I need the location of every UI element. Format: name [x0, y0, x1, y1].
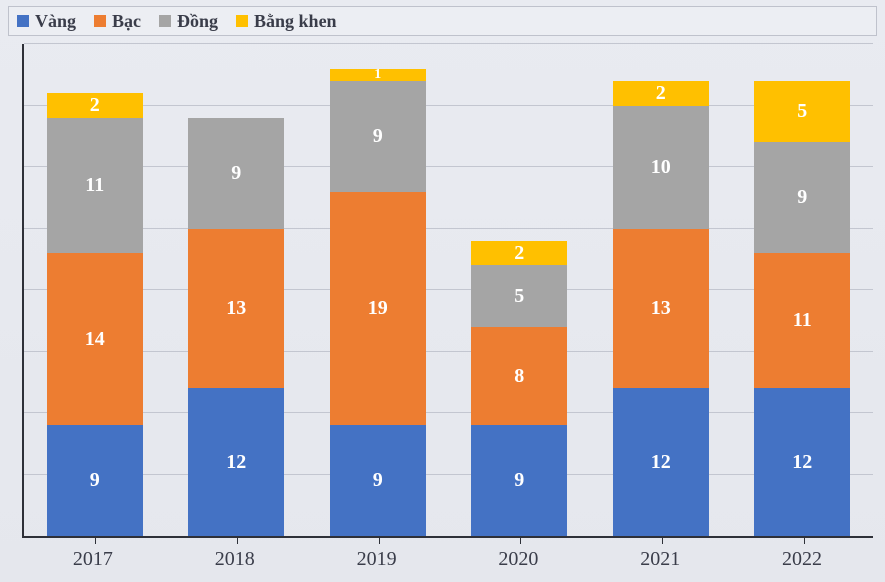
segment-vang: 12 — [613, 388, 709, 536]
segment-bac: 14 — [47, 253, 143, 425]
legend-item-bangkhen: Bằng khen — [236, 11, 337, 32]
legend-item-dong: Đồng — [159, 11, 218, 32]
x-label: 2021 — [612, 548, 708, 571]
segment-dong: 11 — [47, 118, 143, 253]
segment-dong: 9 — [754, 142, 850, 253]
legend-label: Bằng khen — [254, 11, 337, 32]
segment-dong: 10 — [613, 106, 709, 229]
segment-dong: 5 — [471, 265, 567, 327]
x-axis: 2017 2018 2019 2020 2021 2022 — [22, 542, 873, 576]
plot-area: 914112121399199198521213102121195 — [22, 44, 873, 538]
segment-dong: 9 — [188, 118, 284, 229]
segment-vang: 9 — [47, 425, 143, 536]
bar-2019: 91991 — [330, 69, 426, 536]
segment-bac: 8 — [471, 327, 567, 425]
segment-vang: 12 — [754, 388, 850, 536]
x-label: 2020 — [470, 548, 566, 571]
bar-2017: 914112 — [47, 93, 143, 536]
x-label: 2017 — [45, 548, 141, 571]
segment-vang: 9 — [471, 425, 567, 536]
swatch-vang — [17, 15, 29, 27]
medal-stacked-bar-chart: Vàng Bạc Đồng Bằng khen 9141121213991991… — [0, 0, 885, 582]
segment-bangkhen: 5 — [754, 81, 850, 143]
swatch-bangkhen — [236, 15, 248, 27]
segment-bangkhen: 2 — [47, 93, 143, 118]
segment-vang: 12 — [188, 388, 284, 536]
legend: Vàng Bạc Đồng Bằng khen — [8, 6, 877, 36]
legend-label: Bạc — [112, 11, 141, 32]
segment-bangkhen: 2 — [471, 241, 567, 266]
x-label: 2018 — [187, 548, 283, 571]
bar-2018: 12139 — [188, 118, 284, 536]
swatch-bac — [94, 15, 106, 27]
segment-bangkhen: 1 — [330, 69, 426, 81]
segment-bac: 11 — [754, 253, 850, 388]
segment-vang: 9 — [330, 425, 426, 536]
bar-2020: 9852 — [471, 241, 567, 536]
bar-2021: 1213102 — [613, 81, 709, 536]
segment-bac: 13 — [188, 229, 284, 389]
bar-2022: 121195 — [754, 81, 850, 536]
segment-bac: 19 — [330, 192, 426, 426]
swatch-dong — [159, 15, 171, 27]
segment-bangkhen: 2 — [613, 81, 709, 106]
x-label: 2019 — [329, 548, 425, 571]
legend-item-vang: Vàng — [17, 11, 76, 32]
segment-dong: 9 — [330, 81, 426, 192]
legend-label: Vàng — [35, 11, 76, 32]
bars-container: 914112121399199198521213102121195 — [24, 44, 873, 536]
segment-bac: 13 — [613, 229, 709, 389]
legend-item-bac: Bạc — [94, 11, 141, 32]
legend-label: Đồng — [177, 11, 218, 32]
x-label: 2022 — [754, 548, 850, 571]
